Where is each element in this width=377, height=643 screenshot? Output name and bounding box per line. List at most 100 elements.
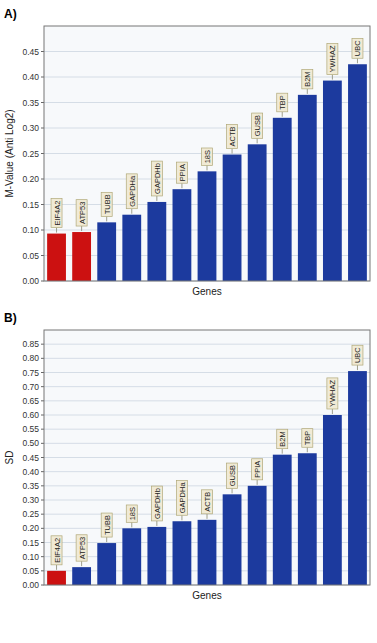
annotation-leader [207, 514, 208, 519]
tick-label: 0.40 [22, 467, 39, 477]
annotation: EIF4A2 [51, 199, 62, 228]
annotation-box [227, 463, 238, 488]
tick-label: 0.15 [22, 538, 39, 548]
annotation: TUBB [101, 513, 112, 537]
bar [298, 95, 317, 281]
tick-label: 0.20 [22, 523, 39, 533]
annotation-box [126, 505, 137, 522]
annotation-box [252, 113, 263, 138]
annotation-leader [357, 365, 358, 370]
annotation-leader [332, 409, 333, 414]
annotation-box [302, 69, 313, 88]
annotation-leader [106, 216, 107, 221]
panel: 0.000.050.100.150.200.250.300.350.400.45… [4, 311, 371, 601]
bar [173, 189, 192, 281]
annotation-box [151, 161, 162, 196]
tick-label: 0.05 [22, 251, 39, 261]
tick-label: 0.10 [22, 225, 39, 235]
annotation: UBC [352, 345, 363, 365]
bar [97, 222, 116, 281]
grid-line [44, 372, 370, 373]
annotation-text: B2M [303, 71, 312, 86]
annotation: YWHAZ [327, 378, 338, 409]
tick-label: 0.25 [22, 149, 39, 159]
annotation-box [101, 192, 112, 216]
tick-label: 0.80 [22, 353, 39, 363]
annotation-box [202, 148, 213, 165]
bar [273, 118, 292, 281]
bar [348, 371, 367, 585]
annotation-text: GAPDHa [128, 175, 137, 207]
tick-label: 0.45 [22, 47, 39, 57]
tick-label: 0.05 [22, 566, 39, 576]
bar [72, 232, 91, 281]
annotation-text: TBP [303, 431, 312, 446]
annotation-text: EIF4A2 [53, 201, 62, 226]
annotation-text: PPIA [178, 164, 187, 181]
tick-label: 0.50 [22, 438, 39, 448]
annotation-leader [156, 196, 157, 201]
annotation: GAPDHa [176, 480, 187, 515]
tick-label: 0.30 [22, 495, 39, 505]
annotation-text: GUSB [253, 115, 262, 136]
tick-label: 0.20 [22, 174, 39, 184]
tick-label: 0.65 [22, 396, 39, 406]
annotation-leader [207, 165, 208, 170]
bar [248, 144, 267, 281]
plot-frame [44, 330, 370, 585]
annotation: GAPDHb [151, 486, 162, 521]
annotation: PPIA [252, 459, 263, 480]
annotation-text: TUBB [103, 515, 112, 535]
x-axis-label: Genes [192, 590, 221, 601]
x-axis-label: Genes [192, 286, 221, 297]
annotation-box [151, 486, 162, 521]
tick-label: 0.00 [22, 276, 39, 286]
annotation-text: TUBB [103, 194, 112, 214]
annotation-leader [106, 537, 107, 542]
bar [173, 521, 192, 585]
annotation-leader [232, 488, 233, 493]
annotation-leader [257, 138, 258, 143]
annotation-leader [56, 565, 57, 570]
grid-line [44, 51, 370, 52]
annotation: UBC [352, 38, 363, 58]
bar [248, 486, 267, 585]
bar [223, 494, 242, 585]
annotation-leader [81, 561, 82, 566]
annotation-box [302, 429, 313, 448]
annotation-text: UBC [353, 40, 362, 56]
bars [47, 64, 367, 281]
grid-line [44, 457, 370, 458]
annotation-box [277, 93, 288, 112]
grid-line [44, 415, 370, 416]
annotation: TBP [302, 429, 313, 448]
annotation-text: GAPDHa [178, 482, 187, 514]
bar [122, 215, 141, 281]
annotation-text: EIF4A2 [53, 538, 62, 563]
annotation-box [176, 480, 187, 515]
annotation-box [327, 43, 338, 74]
tick-label: 0.75 [22, 368, 39, 378]
bar [198, 171, 217, 281]
annotation-text: GUSB [228, 465, 237, 486]
bar [198, 520, 217, 585]
annotation: GAPDHa [126, 174, 137, 209]
grid-line [44, 77, 370, 78]
annotation: EIF4A2 [51, 536, 62, 565]
tick-label: 0.15 [22, 200, 39, 210]
annotation-box [277, 429, 288, 448]
annotation-box [101, 513, 112, 537]
grid-line [44, 128, 370, 129]
annotation-leader [307, 447, 308, 452]
annotation: TBP [277, 93, 288, 112]
bar [273, 455, 292, 585]
bar [147, 202, 166, 281]
tick-label: 0.45 [22, 453, 39, 463]
panel: 0.000.050.100.150.200.250.300.350.400.45… [4, 7, 371, 297]
annotation-box [51, 536, 62, 565]
tick-label: 0.40 [22, 72, 39, 82]
annotation: YWHAZ [327, 43, 338, 74]
annotation-leader [257, 480, 258, 485]
bar [47, 234, 66, 281]
annotation-leader [232, 149, 233, 154]
